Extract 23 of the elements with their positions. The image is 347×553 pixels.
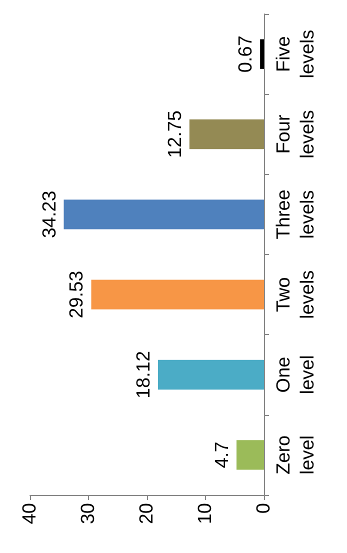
bar [158, 360, 264, 390]
y-tick-label: Four levels [274, 110, 318, 159]
x-tick-label: 40 [20, 503, 40, 524]
y-tick-label: One level [274, 355, 318, 394]
data-label: 0.67 [236, 36, 257, 73]
x-tick-label: 0 [254, 503, 274, 514]
data-label: 18.12 [134, 350, 154, 399]
y-tick-label: Three levels [274, 190, 318, 240]
x-tick-label: 20 [136, 503, 158, 524]
y-tick-label: Two levels [274, 270, 318, 319]
data-label: 29.53 [66, 270, 88, 318]
bar [189, 119, 264, 150]
bar [236, 440, 264, 470]
data-label: 12.75 [164, 110, 186, 158]
y-tick-label: Zero level [274, 435, 318, 474]
data-label: 34.23 [39, 190, 60, 238]
bar [260, 39, 264, 69]
x-tick-label: 10 [195, 503, 216, 524]
x-tick-label: 30 [78, 503, 99, 524]
bar [91, 280, 264, 310]
data-label: 4.7 [212, 442, 234, 468]
y-tick-label: Five levels [274, 30, 318, 78]
bar [64, 200, 264, 230]
